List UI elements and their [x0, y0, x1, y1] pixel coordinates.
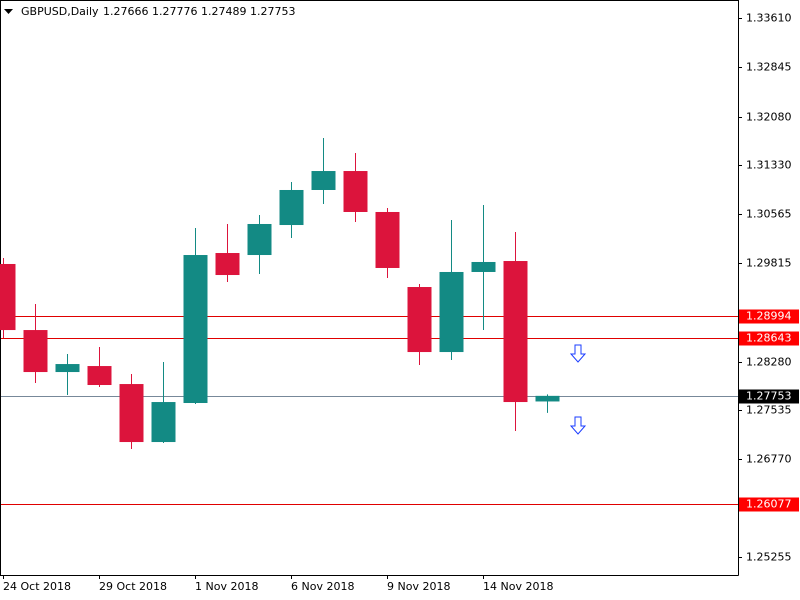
candle-body [87, 366, 112, 386]
y-tick-label: 1.29815 [746, 257, 792, 270]
candle-body [503, 261, 528, 403]
x-tick-label: 1 Nov 2018 [195, 580, 258, 593]
candle-body [0, 263, 16, 331]
y-tick-label: 1.28280 [746, 356, 792, 369]
y-tick-label: 1.30565 [746, 208, 792, 221]
candle-body [151, 402, 176, 443]
y-tick-label: 1.27535 [746, 404, 792, 417]
down-arrow [569, 344, 587, 363]
chart-header: 1.27666 [103, 5, 149, 18]
candle-body [375, 211, 400, 268]
y-tick-label: 1.25255 [746, 551, 792, 564]
down-arrow [569, 416, 587, 435]
candle-body [55, 364, 80, 373]
candle-body [407, 287, 432, 353]
level-label-bg [739, 331, 799, 346]
y-tick-label: 1.31330 [746, 159, 792, 172]
y-tick-label: 1.33610 [746, 12, 792, 25]
header-marker [4, 9, 13, 14]
candle-body [311, 171, 336, 190]
candle-body [439, 271, 464, 353]
x-tick-label: 29 Oct 2018 [99, 580, 167, 593]
candle-body [247, 223, 272, 256]
level-label: 1.26077 [746, 498, 792, 511]
level-label: 1.28643 [746, 332, 792, 345]
y-tick-label: 1.32845 [746, 61, 792, 74]
level-label-bg [739, 309, 799, 324]
x-tick-label: 14 Nov 2018 [483, 580, 553, 593]
candle-body [279, 189, 304, 226]
chart-header: 1.27776 [152, 5, 198, 18]
candle-body [535, 395, 560, 402]
level-label-bg [739, 389, 799, 404]
level-label: 1.27753 [746, 390, 792, 403]
chart-header: GBPUSD,Daily [21, 5, 99, 18]
chart-header: 1.27753 [250, 5, 296, 18]
y-tick-label: 1.32080 [746, 111, 792, 124]
level-label: 1.28994 [746, 310, 792, 323]
candle-body [471, 261, 496, 272]
x-tick-label: 24 Oct 2018 [3, 580, 71, 593]
candle-body [183, 255, 208, 404]
candle-body [23, 330, 48, 373]
level-label-bg [739, 497, 799, 512]
candle-body [343, 171, 368, 212]
x-tick-label: 9 Nov 2018 [387, 580, 450, 593]
candle-body [119, 384, 144, 443]
y-tick-label: 1.26770 [746, 453, 792, 466]
x-tick-label: 6 Nov 2018 [291, 580, 354, 593]
chart-header: 1.27489 [201, 5, 247, 18]
candle-body [215, 253, 240, 276]
